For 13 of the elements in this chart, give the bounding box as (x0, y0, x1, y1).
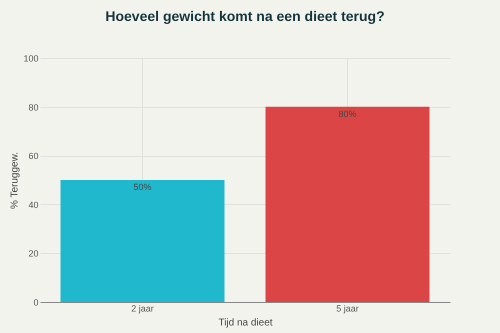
x-tick-label: 2 jaar (131, 304, 154, 314)
x-tick-label: 5 jaar (336, 304, 359, 314)
chart-title: Hoeveel gewicht komt na een dieet terug? (105, 8, 385, 24)
y-tick-label: 40 (28, 200, 38, 210)
y-axis-title: % Teruggew. (9, 152, 20, 210)
data-label: 80% (338, 108, 357, 119)
x-axis-title: Tijd na dieet (218, 318, 273, 328)
y-tick-label: 20 (28, 248, 38, 259)
y-tick-label: 80 (28, 102, 38, 112)
y-tick-label: 0 (33, 298, 38, 308)
data-label: 50% (133, 182, 152, 192)
y-tick-label: 60 (28, 151, 38, 162)
y-tick-label: 100 (23, 54, 38, 64)
